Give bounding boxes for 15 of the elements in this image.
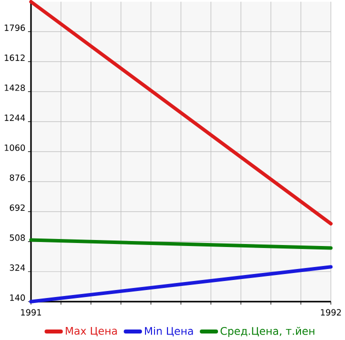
- x-tick-label: 1991: [21, 309, 42, 316]
- y-tick-label: 1612: [4, 54, 25, 61]
- y-tick-label: 1428: [4, 84, 25, 91]
- y-tick-label: 140: [10, 294, 25, 301]
- x-tick-label: 1992: [320, 309, 341, 316]
- y-tick-label: 1244: [4, 114, 25, 121]
- y-tick-label: 324: [10, 264, 25, 271]
- legend-label: Min Цена: [145, 326, 193, 336]
- y-tick-label: 508: [10, 234, 25, 241]
- y-tick-label: 1796: [4, 24, 25, 31]
- y-tick-label: 692: [10, 204, 25, 211]
- y-tick-label: 876: [10, 174, 25, 181]
- y-tick-label: 1060: [4, 144, 25, 151]
- legend-label: Max Цена: [66, 326, 117, 336]
- legend-label: Сред.Цена, т.йен: [220, 326, 314, 337]
